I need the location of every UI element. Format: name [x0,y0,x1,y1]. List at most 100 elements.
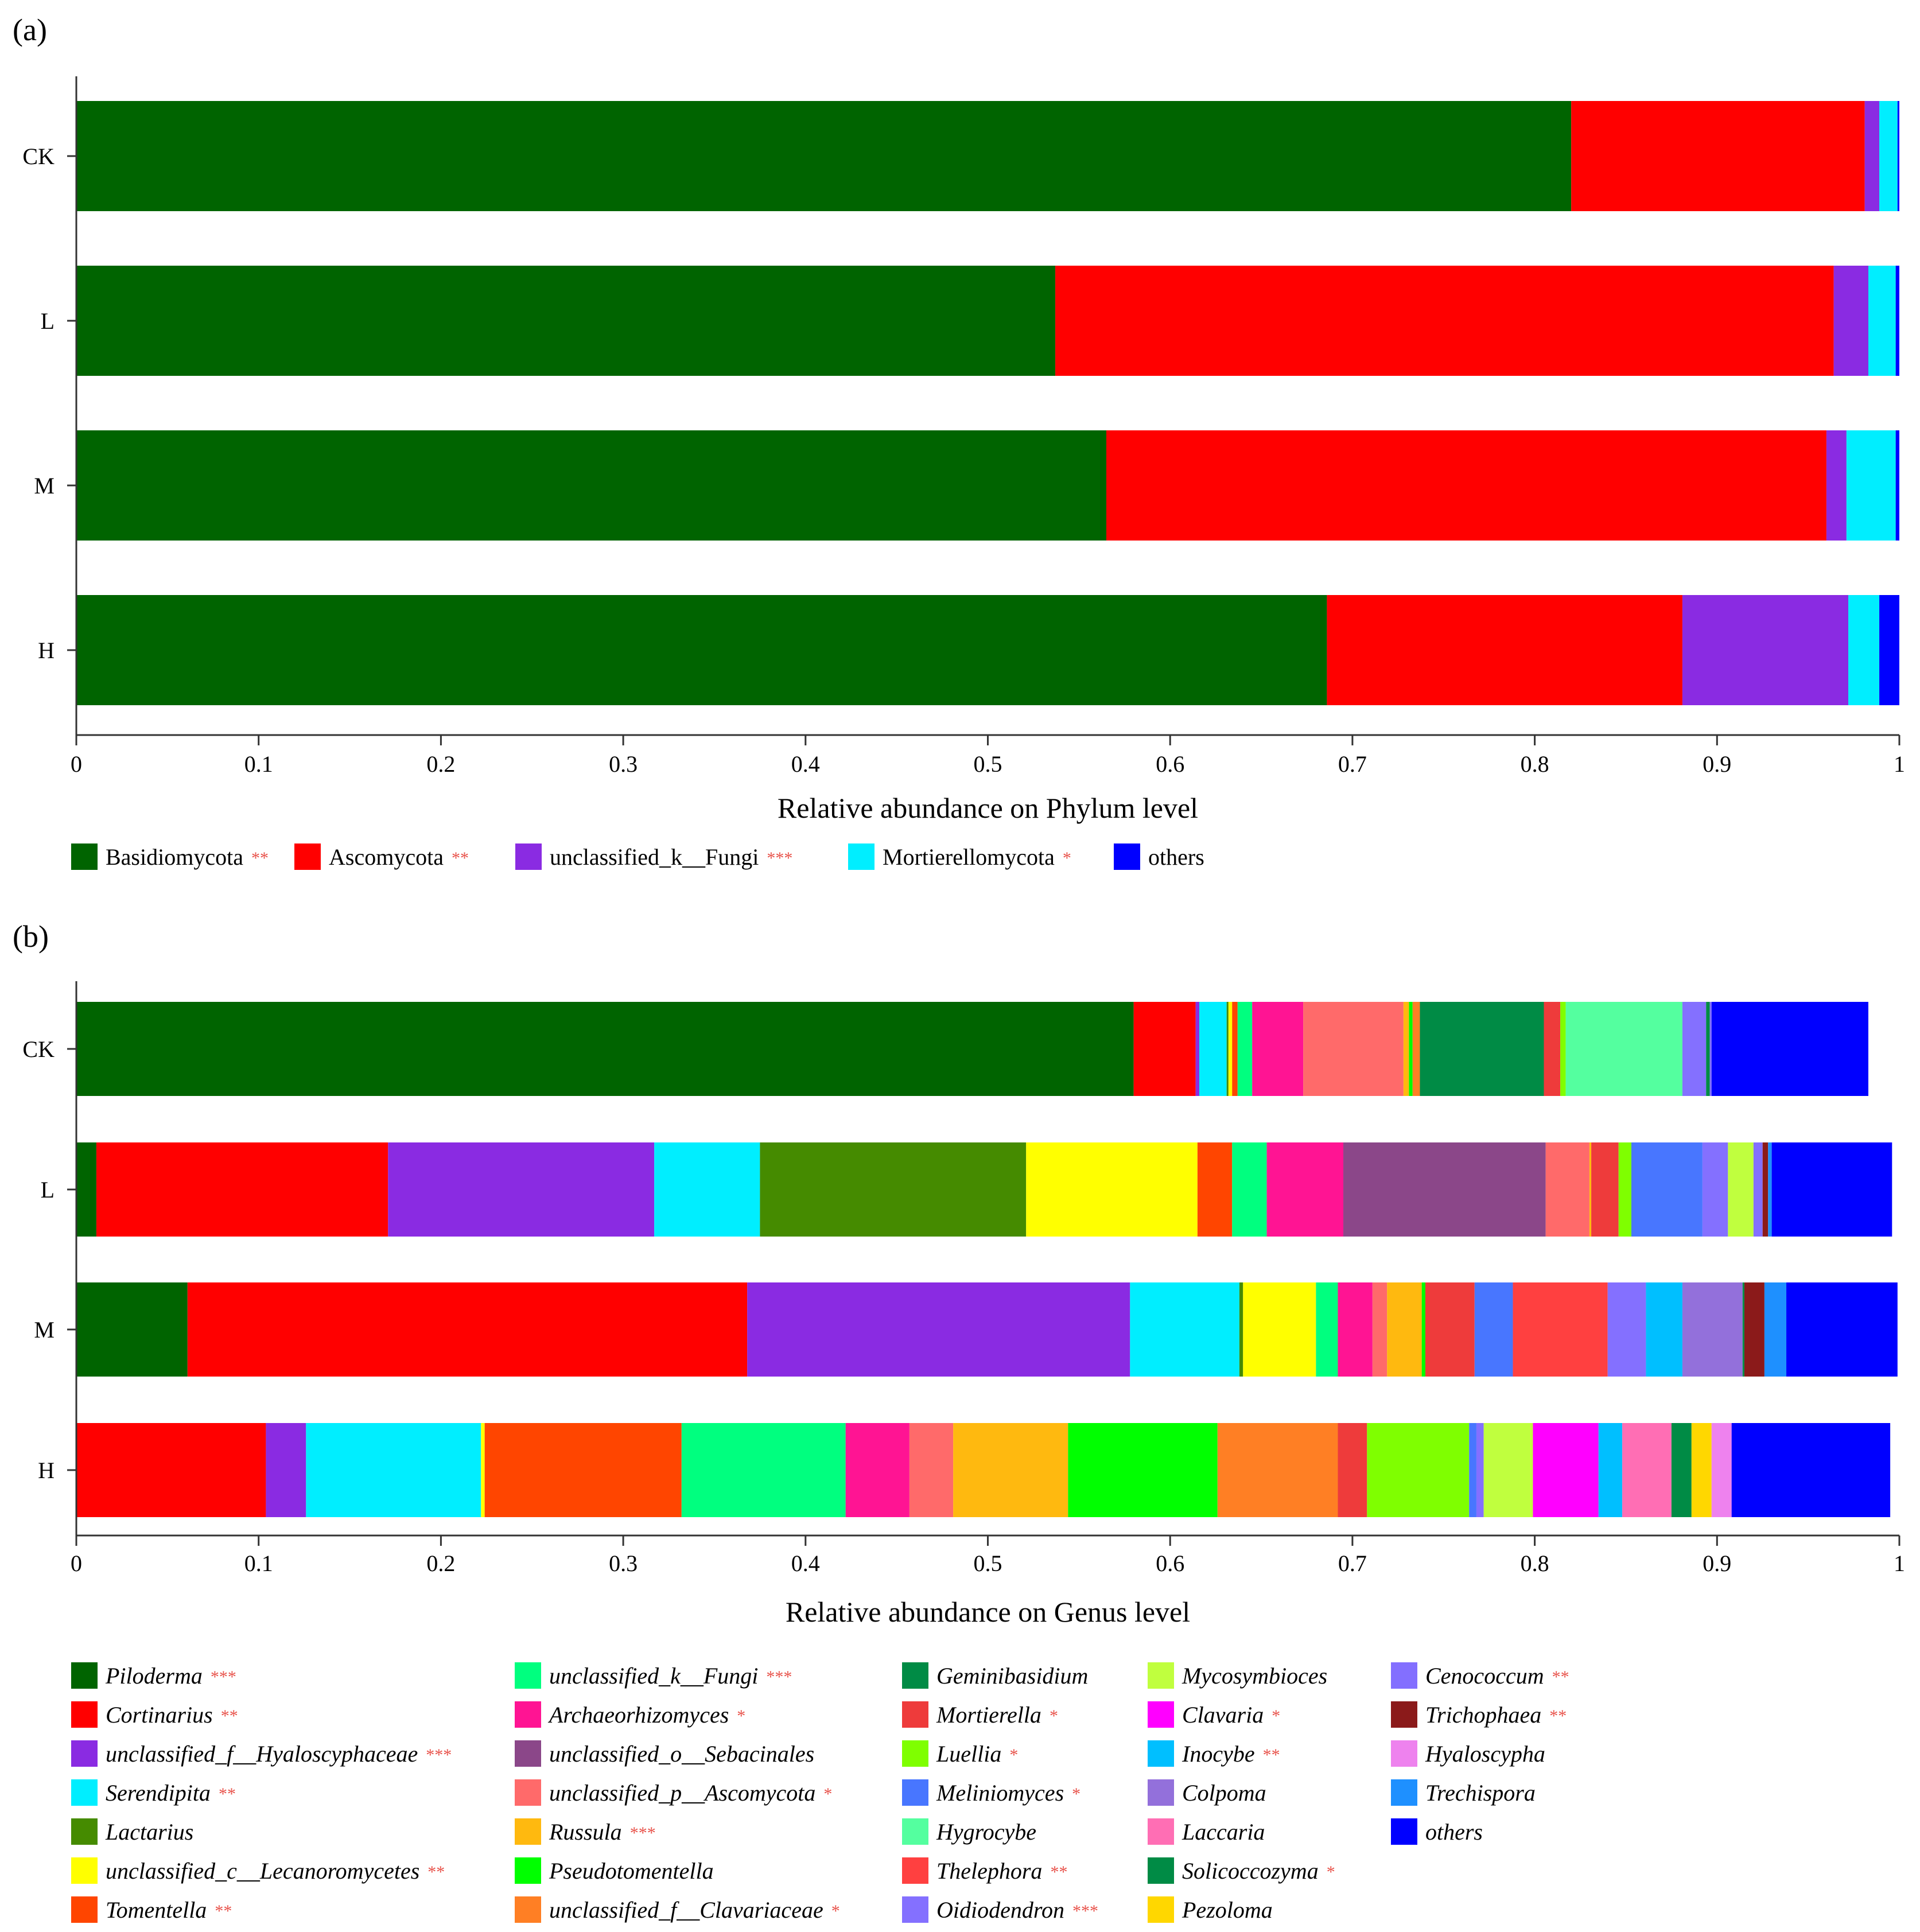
legend-label: Luellia * [936,1741,1018,1767]
bar-segment [1106,430,1826,541]
x-tick-label: 0.3 [609,1550,638,1576]
bar-segment [1545,1142,1589,1237]
legend-item: Tomentella ** [71,1896,232,1923]
legend-label: Ascomycota ** [329,844,469,870]
bar-segment [96,1142,388,1237]
bar-segment [845,1423,910,1517]
legend-swatch [902,1818,928,1845]
legend-item: Pseudotomentella [515,1857,714,1884]
bar-segment [1133,1002,1196,1096]
legend-label: unclassified_k__Fungi *** [549,1663,792,1689]
bar-segment [1409,1002,1413,1096]
legend-label: Thelephora ** [936,1858,1067,1884]
significance-marker: *** [630,1824,656,1842]
significance-marker: * [1272,1706,1280,1725]
legend-label: Hyaloscypha [1425,1741,1545,1767]
bar-segment [1731,1423,1891,1517]
x-tick-label: 0.5 [974,1550,1002,1576]
legend-item: unclassified_c__Lecanoromycetes ** [71,1857,445,1884]
legend-label: Colpoma [1182,1780,1266,1806]
bar-segment [1682,595,1849,705]
legend-swatch [515,1818,541,1845]
bar-segment [1826,430,1847,541]
x-tick-label: 0.1 [244,751,273,777]
significance-marker: * [1063,849,1071,868]
legend-swatch [902,1701,928,1728]
legend-item: unclassified_o__Sebacinales [515,1740,814,1767]
bar-segment [1513,1282,1608,1377]
legend-swatch [902,1896,928,1923]
bar-segment [1879,595,1899,705]
legend-item: others [1114,843,1204,870]
bar-segment [76,1002,1134,1096]
bar-segment [1768,1142,1772,1237]
significance-marker: ** [221,1706,238,1725]
legend-swatch [1391,1779,1417,1806]
legend-label: unclassified_f__Clavariaceae * [549,1897,840,1923]
bar-segment [1130,1282,1239,1377]
bar-segment [1068,1423,1218,1517]
x-tick-label: 1 [1894,1550,1905,1576]
bar-segment [1387,1282,1422,1377]
significance-marker: *** [767,849,792,868]
legend-label: Laccaria [1181,1819,1265,1845]
category-label: CK [22,1036,55,1062]
bar-segment [1589,1142,1592,1237]
bar-segment [1671,1423,1692,1517]
legend-item: Laccaria [1148,1818,1265,1845]
legend-item: Geminibasidium [902,1662,1088,1689]
legend-swatch [294,843,321,870]
bar-group-h [76,1423,1891,1517]
bar-segment [1226,1002,1229,1096]
significance-marker: * [1050,1706,1058,1725]
bar-segment [1631,1142,1703,1237]
x-tick-label: 0.9 [1703,1550,1731,1576]
x-tick-label: 0.7 [1338,751,1367,777]
bar-segment [1618,1142,1631,1237]
bar-segment [1744,1282,1764,1377]
legend-label: Russula *** [549,1819,656,1845]
x-axis-title: Relative abundance on Phylum level [778,792,1198,824]
legend-swatch [1391,1740,1417,1767]
bar-segment [1897,101,1899,211]
legend: Basidiomycota ** Ascomycota ** unclassified_… [71,843,1204,870]
x-tick-label: 0.4 [791,751,820,777]
legend-swatch [1391,1701,1417,1728]
legend-label: Solicoccozyma * [1182,1858,1335,1884]
legend-label: Trechispora [1425,1780,1536,1806]
legend-item: Hyaloscypha [1391,1740,1545,1767]
bar-segment [1833,266,1868,376]
legend-swatch [515,1896,541,1923]
legend-swatch [515,1701,541,1728]
x-tick-label: 0.8 [1521,751,1549,777]
legend-label: Cortinarius ** [106,1702,238,1728]
bar-segment [1243,1282,1316,1377]
bar-segment [1533,1423,1599,1517]
bar-segment [76,1423,266,1517]
bar-segment [1476,1423,1484,1517]
legend-swatch [71,1779,98,1806]
bar-segment [1425,1282,1475,1377]
legend-label: Clavaria * [1182,1702,1280,1728]
significance-marker: ** [219,1785,236,1803]
panel-b-genus-chart: (b) CK L M H 0 0.1 0.2 0.3 0.4 0.5 0.6 0.7 0.8 0.9 1 Rel… [13,919,1905,1923]
legend-swatch [515,843,542,870]
bar-segment [1367,1423,1470,1517]
legend-item: Archaeorhizomyces * [515,1701,745,1728]
category-label: M [34,473,55,499]
legend-item: Clavaria * [1148,1701,1280,1728]
bar-segment [1571,101,1865,211]
legend-label: unclassified_k__Fungi *** [550,844,792,870]
legend-label: Oidiodendron *** [936,1897,1098,1923]
bar-segment [1474,1282,1513,1377]
x-tick-label: 0.1 [244,1550,273,1576]
bar-group-ck [76,101,1899,211]
bar-segment [953,1423,1068,1517]
legend-label: others [1148,844,1204,870]
bar-segment [1622,1423,1672,1517]
significance-marker: ** [427,1863,445,1882]
legend-swatch [902,1857,928,1884]
bar-segment [76,101,1572,211]
legend-label: Archaeorhizomyces * [547,1702,745,1728]
significance-marker: * [831,1902,840,1921]
